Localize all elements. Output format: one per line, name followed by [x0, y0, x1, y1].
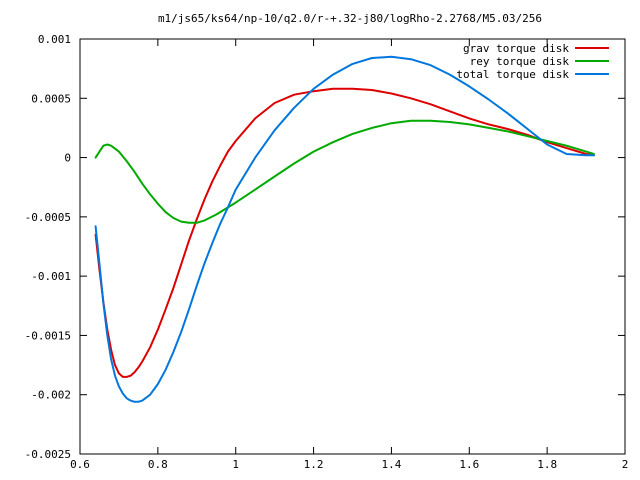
chart-title: m1/js65/ks64/np-10/q2.0/r-+.32-j80/logRh… — [158, 12, 542, 25]
y-axis: -0.0025 -0.002 -0.0015 -0.001 -0.0005 0 0.0005… — [25, 33, 625, 461]
y-tick-label: -0.001 — [31, 270, 71, 283]
y-tick-label: 0.0005 — [31, 92, 71, 105]
plot-frame — [79, 38, 626, 455]
legend-label: rey torque disk — [470, 55, 570, 68]
y-tick-label: -0.0025 — [25, 448, 71, 461]
y-tick-label: 0 — [64, 152, 71, 165]
legend-label: grav torque disk — [463, 42, 569, 55]
series-layer — [94, 55, 595, 403]
legend-label: total torque disk — [456, 68, 569, 81]
x-tick-label: 1.4 — [381, 458, 401, 471]
x-tick-label: 1.8 — [537, 458, 557, 471]
series-line-2 — [94, 119, 595, 224]
series-line-3 — [94, 55, 595, 403]
x-tick-label: 1 — [232, 458, 239, 471]
y-tick-label: -0.0005 — [25, 211, 71, 224]
x-axis: 0.6 0.8 1 1.2 1.4 1.6 1.8 2 — [70, 39, 628, 471]
y-tick-label: 0.001 — [38, 33, 71, 46]
x-tick-label: 1.6 — [459, 458, 479, 471]
y-tick-label: -0.0015 — [25, 329, 71, 342]
x-tick-label: 0.6 — [70, 458, 90, 471]
series-line-1 — [94, 87, 595, 378]
x-tick-label: 2 — [622, 458, 629, 471]
y-tick-label: -0.002 — [31, 389, 71, 402]
x-tick-label: 1.2 — [304, 458, 324, 471]
x-tick-label: 0.8 — [148, 458, 168, 471]
